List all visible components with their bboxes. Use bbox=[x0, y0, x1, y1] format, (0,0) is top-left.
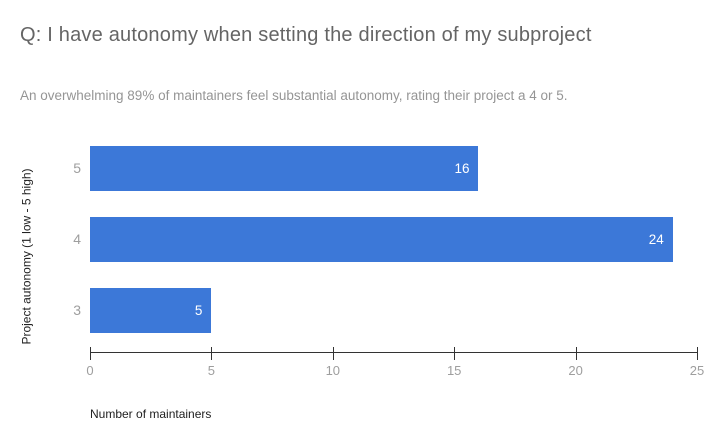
x-tick-label-15: 15 bbox=[446, 363, 462, 378]
x-tick-label-10: 10 bbox=[325, 363, 341, 378]
x-tick-mark-15 bbox=[454, 347, 456, 360]
category-label-4: 4 bbox=[73, 231, 81, 247]
x-tick-label-5: 5 bbox=[207, 363, 215, 378]
category-label-5: 5 bbox=[73, 160, 81, 176]
category-label-3: 3 bbox=[73, 302, 81, 318]
x-tick-mark-0 bbox=[90, 347, 91, 360]
bar-value-label: 5 bbox=[194, 303, 203, 318]
y-axis-title: Project autonomy (1 low - 5 high) bbox=[19, 168, 34, 345]
x-tick-label-0: 0 bbox=[86, 363, 94, 378]
bar-autonomy-5[interactable]: 16 bbox=[90, 146, 479, 191]
x-tick-mark-5 bbox=[211, 347, 213, 360]
x-tick-mark-10 bbox=[332, 347, 334, 360]
x-tick-label-25: 25 bbox=[689, 363, 705, 378]
bar-autonomy-3[interactable]: 5 bbox=[90, 288, 212, 333]
chart-subtitle: An overwhelming 89% of maintainers feel … bbox=[20, 88, 568, 103]
x-axis-line bbox=[90, 352, 698, 353]
bar-autonomy-4[interactable]: 24 bbox=[90, 217, 673, 262]
chart-title: Q: I have autonomy when setting the dire… bbox=[20, 24, 592, 46]
x-tick-mark-20 bbox=[575, 347, 577, 360]
bar-value-label: 16 bbox=[454, 161, 470, 176]
bar-value-label: 24 bbox=[648, 232, 664, 247]
x-axis-title: Number of maintainers bbox=[90, 407, 212, 421]
x-tick-label-20: 20 bbox=[568, 363, 583, 378]
x-tick-mark-25 bbox=[697, 347, 698, 360]
